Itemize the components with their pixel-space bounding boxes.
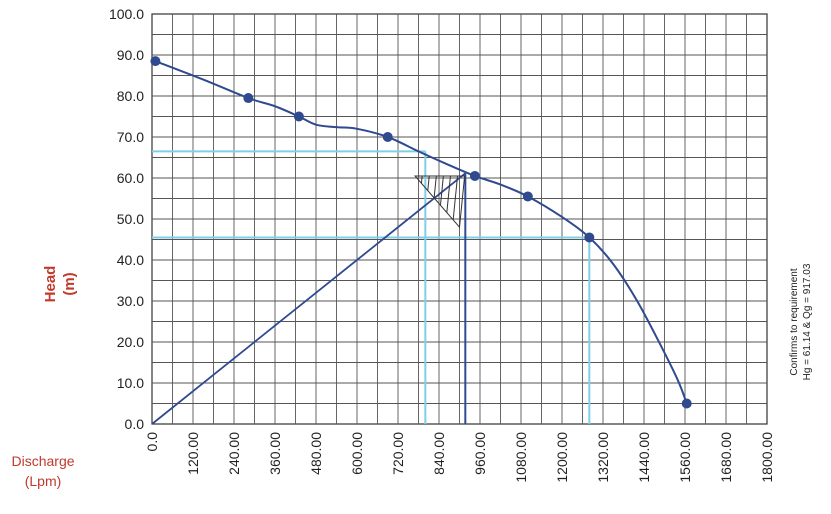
pump-curve-point	[150, 56, 161, 67]
y-axis-title-unit: (m)	[61, 272, 78, 295]
chart-grid	[151, 13, 768, 425]
x-tick-label: 1200.00	[554, 432, 570, 483]
hatch-line	[452, 175, 459, 220]
y-tick-label: 60.0	[117, 170, 144, 186]
x-tick-label: 720.00	[390, 432, 406, 475]
pump-curve-point	[293, 111, 304, 122]
x-tick-labels: 0.0 120.00 240.00 360.00 480.00 600.00 720.00 8…	[144, 432, 775, 483]
x-tick-label: 1800.00	[759, 432, 775, 483]
y-tick-label: 50.0	[117, 211, 144, 227]
x-tick-label: 1440.00	[636, 432, 652, 483]
x-tick-label: 120.00	[185, 432, 201, 475]
hatch-line	[427, 175, 430, 191]
hatch-line	[433, 175, 437, 198]
x-tick-label: 600.00	[349, 432, 365, 475]
annotation-line-2: Hg = 61.14 & Qg = 917.03	[802, 263, 813, 380]
y-tick-labels: 100.0 90.0 80.0 70.0 60.0 50.0 40.0 30.0 20.0 10.…	[109, 6, 144, 432]
x-tick-label: 1320.00	[595, 432, 611, 483]
pump-curve-line	[155, 60, 688, 404]
y-tick-label: 0.0	[125, 416, 145, 432]
hatch-line	[420, 175, 423, 184]
y-axis-title-head: Head	[42, 266, 59, 303]
x-tick-label: 480.00	[308, 432, 324, 475]
y-tick-label: 90.0	[117, 47, 144, 63]
pump-curve-point	[681, 398, 692, 409]
x-axis-title-discharge: Discharge	[11, 453, 74, 469]
pump-curve-point	[522, 191, 533, 202]
annotation-line-1: Confirms to requirement	[789, 268, 800, 375]
guide-lines	[152, 150, 591, 424]
y-tick-label: 70.0	[117, 129, 144, 145]
hatched-triangle-outline	[413, 175, 466, 229]
pump-curve-point	[584, 232, 595, 243]
y-tick-label: 80.0	[117, 88, 144, 104]
y-tick-label: 10.0	[117, 375, 144, 391]
x-tick-label: 1080.00	[513, 432, 529, 483]
x-axis-title-unit: (Lpm)	[25, 473, 62, 489]
hatch-line	[439, 175, 444, 206]
data-series	[150, 56, 692, 425]
pump-curve-point	[382, 132, 393, 142]
x-tick-label: 360.00	[267, 432, 283, 475]
x-tick-label: 960.00	[472, 432, 488, 475]
y-tick-label: 100.0	[109, 6, 144, 22]
x-tick-label: 0.0	[144, 432, 160, 452]
y-tick-label: 40.0	[117, 252, 144, 268]
hatch-line	[446, 175, 451, 213]
x-tick-label: 240.00	[226, 432, 242, 475]
y-tick-label: 30.0	[117, 293, 144, 309]
pump-curve-point	[243, 93, 254, 104]
system-curve-line	[151, 172, 466, 425]
x-tick-label: 1680.00	[718, 432, 734, 483]
x-tick-label: 840.00	[431, 432, 447, 475]
pump-curve-point	[469, 170, 480, 181]
y-tick-label: 20.0	[117, 334, 144, 350]
x-tick-label: 1560.00	[677, 432, 693, 483]
